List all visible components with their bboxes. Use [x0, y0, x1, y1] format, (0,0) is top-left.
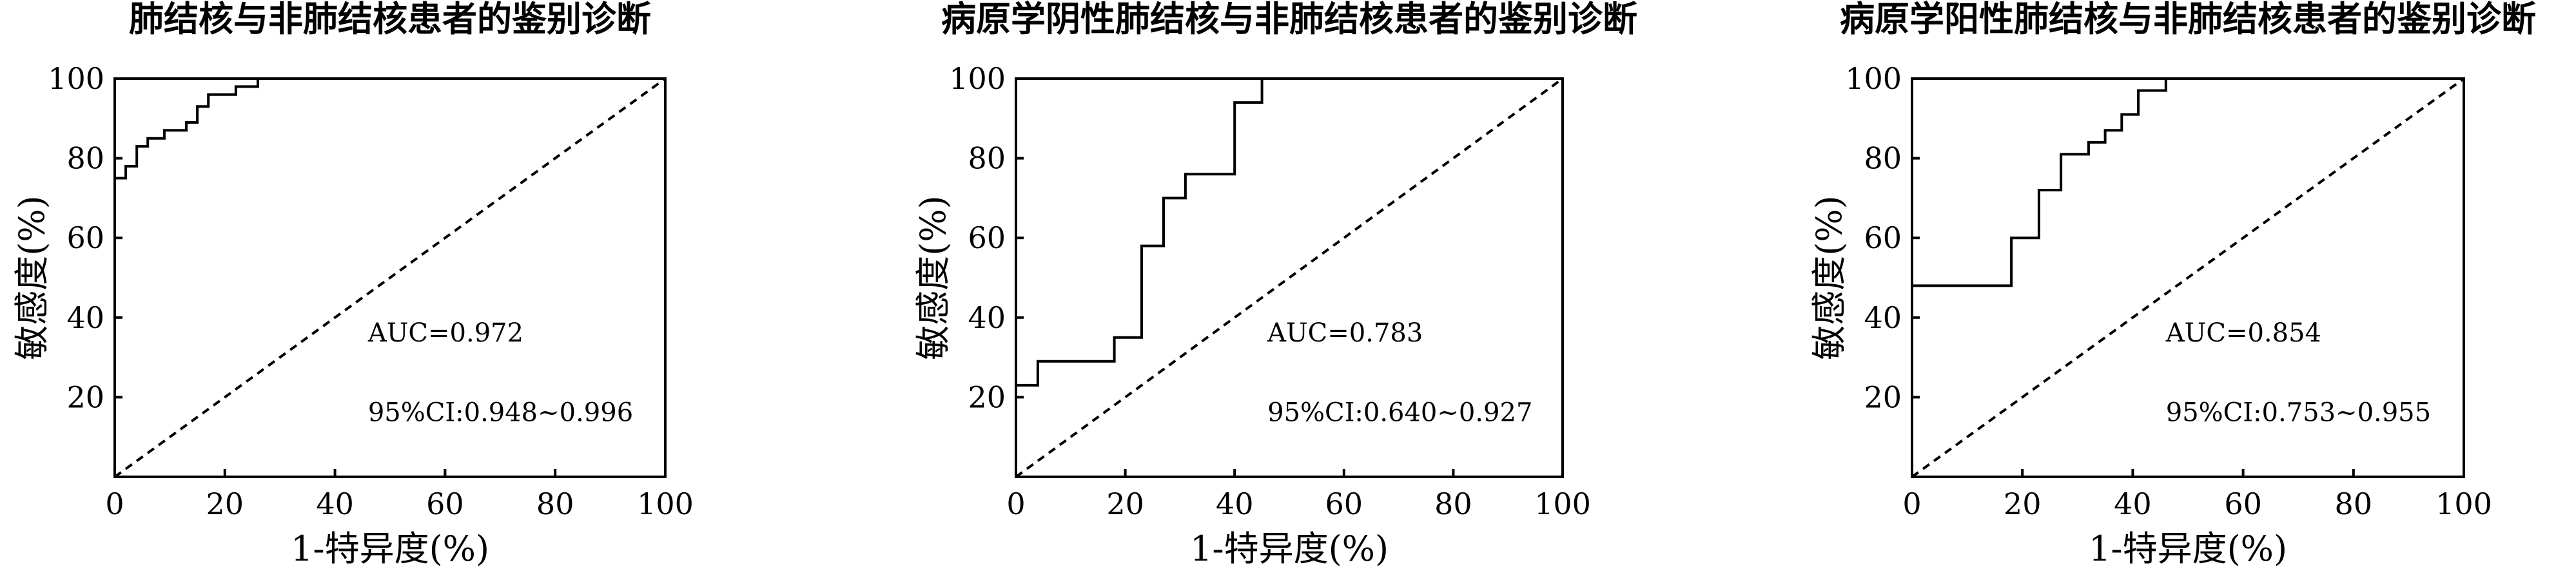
- y-tick-label: 40: [66, 300, 104, 335]
- x-tick-label: 60: [2224, 486, 2262, 521]
- x-axis-label: 1-特异度(%): [2089, 528, 2287, 569]
- x-axis-label: 1-特异度(%): [1190, 528, 1389, 569]
- x-tick-label: 40: [316, 486, 354, 521]
- x-tick-label: 40: [1216, 486, 1254, 521]
- x-axis-label: 1-特异度(%): [291, 528, 489, 569]
- x-tick-label: 0: [1902, 486, 1921, 521]
- x-tick-label: 0: [105, 486, 124, 521]
- x-tick-label: 80: [1434, 486, 1472, 521]
- y-axis-label: 敏感度(%): [913, 195, 953, 360]
- auc-annotation: AUC=0.783: [1267, 318, 1423, 348]
- x-tick-label: 60: [426, 486, 464, 521]
- x-tick-label: 100: [637, 486, 694, 521]
- x-tick-label: 20: [206, 486, 244, 521]
- x-tick-label: 100: [1534, 486, 1591, 521]
- y-tick-label: 20: [968, 380, 1006, 414]
- auc-annotation: AUC=0.972: [367, 318, 523, 348]
- y-tick-label: 100: [1845, 61, 1902, 96]
- roc-curve-line: [1911, 77, 2464, 477]
- x-tick-label: 60: [1325, 486, 1363, 521]
- reference-diagonal-line: [113, 77, 667, 478]
- y-tick-label: 60: [66, 220, 104, 255]
- chart-title: 病原学阳性肺结核与非肺结核患者的鉴别诊断: [1840, 0, 2536, 39]
- x-tick-label: 0: [1006, 486, 1025, 521]
- y-axis-label: 敏感度(%): [1809, 195, 1849, 360]
- auc-annotation: AUC=0.854: [2165, 318, 2321, 348]
- y-tick-label: 80: [968, 141, 1006, 176]
- y-tick-label: 40: [968, 300, 1006, 335]
- x-tick-label: 100: [2435, 486, 2492, 521]
- y-tick-label: 20: [66, 380, 104, 414]
- chart-title: 肺结核与非肺结核患者的鉴别诊断: [129, 0, 651, 39]
- x-tick-label: 20: [1106, 486, 1144, 521]
- y-tick-label: 100: [48, 61, 104, 96]
- roc-panel-1: 肺结核与非肺结核患者的鉴别诊断 0 20 40 60 80 100 20 40 60 80 100 1-…: [12, 0, 694, 569]
- ci-annotation: 95%CI:0.753~0.955: [2166, 398, 2431, 427]
- ci-annotation: 95%CI:0.640~0.927: [1267, 398, 1532, 427]
- y-tick-label: 60: [1864, 220, 1902, 255]
- ci-annotation: 95%CI:0.948~0.996: [368, 398, 633, 427]
- roc-panel-3: 病原学阳性肺结核与非肺结核患者的鉴别诊断 0 20 40 60 80 100 20 40 60 80…: [1809, 0, 2536, 569]
- chart-title: 病原学阴性肺结核与非肺结核患者的鉴别诊断: [941, 0, 1637, 39]
- y-tick-label: 80: [1864, 141, 1902, 176]
- roc-curve-line: [1015, 77, 1563, 477]
- roc-panel-2: 病原学阴性肺结核与非肺结核患者的鉴别诊断 0 20 40 60 80 100 20 40 60 80…: [913, 0, 1637, 569]
- roc-curve-line: [113, 77, 665, 477]
- reference-diagonal-line: [1911, 77, 2465, 478]
- x-tick-label: 40: [2114, 486, 2152, 521]
- y-tick-label: 80: [66, 141, 104, 176]
- y-tick-label: 100: [949, 61, 1006, 96]
- x-tick-label: 80: [2335, 486, 2373, 521]
- y-tick-label: 40: [1864, 300, 1902, 335]
- x-tick-label: 80: [536, 486, 574, 521]
- x-tick-label: 20: [2004, 486, 2042, 521]
- y-tick-label: 20: [1864, 380, 1902, 414]
- y-axis-label: 敏感度(%): [12, 195, 52, 360]
- y-tick-label: 60: [968, 220, 1006, 255]
- reference-diagonal-line: [1015, 77, 1564, 478]
